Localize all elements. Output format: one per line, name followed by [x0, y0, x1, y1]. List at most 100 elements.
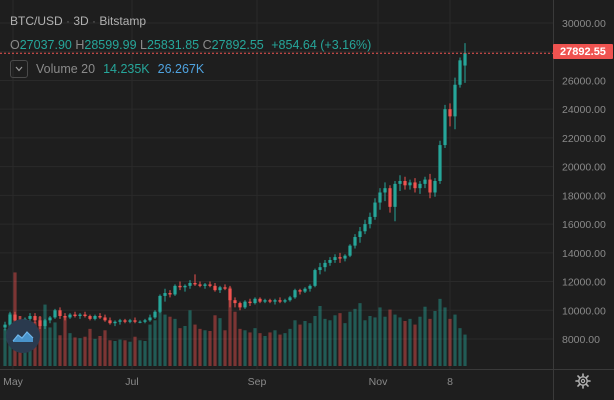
candle-body: [253, 298, 257, 304]
candle-body: [193, 282, 197, 285]
candle-body: [343, 255, 347, 259]
volume-bar: [258, 333, 262, 366]
volume-bar: [423, 306, 427, 366]
candle-body: [78, 314, 82, 317]
candle-body: [238, 303, 242, 308]
volume-bar: [298, 324, 302, 366]
candle-body: [93, 316, 97, 319]
y-tick-label: 16000.00: [562, 219, 606, 231]
candle-body: [158, 295, 162, 312]
candle-body: [418, 183, 422, 189]
ohlc-readout: O27037.90 H28599.99 L25831.85 C27892.55 …: [10, 38, 371, 52]
candle-body: [183, 285, 187, 288]
close-label: C: [202, 38, 212, 52]
candle-body: [88, 316, 92, 319]
volume-bar: [463, 334, 467, 366]
candle-body: [13, 314, 17, 321]
candle-body: [358, 231, 362, 238]
candle-body: [33, 316, 37, 321]
volume-bar: [128, 341, 132, 366]
candle-body: [148, 317, 152, 321]
candle-body: [268, 300, 272, 302]
candle-body: [458, 60, 462, 85]
candle-body: [393, 183, 397, 207]
volume-bar: [148, 324, 152, 366]
volume-bar: [178, 328, 182, 366]
volume-bar: [408, 318, 412, 366]
candle-body: [313, 270, 317, 286]
y-tick-label: 14000.00: [562, 248, 606, 260]
candle-body: [138, 321, 142, 323]
volume-bar: [223, 330, 227, 366]
y-tick-label: 26000.00: [562, 75, 606, 87]
volume-bar: [123, 340, 127, 366]
candle-body: [98, 316, 102, 318]
volume-bar: [203, 330, 207, 366]
volume-bar: [458, 328, 462, 366]
volume-bar: [138, 340, 142, 366]
volume-label[interactable]: Volume 20: [36, 62, 96, 76]
y-tick-label: 8000.00: [562, 334, 600, 346]
y-tick-label: 18000.00: [562, 190, 606, 202]
candle-body: [113, 321, 117, 324]
volume-bar: [318, 306, 322, 366]
candle-body: [443, 109, 447, 146]
candle-body: [388, 188, 392, 207]
candle-body: [438, 145, 442, 181]
volume-bar: [118, 339, 122, 366]
candle-body: [208, 284, 212, 286]
candle-body: [108, 320, 112, 324]
volume-bar: [343, 323, 347, 366]
volume-bar: [53, 322, 57, 366]
candle-body: [133, 320, 137, 322]
candles: [3, 43, 467, 331]
tradingview-logo-icon[interactable]: [6, 319, 40, 353]
candle-body: [363, 224, 367, 232]
gear-icon[interactable]: [572, 370, 594, 392]
volume-bar: [208, 331, 212, 366]
candle-body: [318, 267, 322, 271]
volume-bar: [348, 311, 352, 366]
volume-bar: [443, 307, 447, 366]
volume-bar: [338, 313, 342, 366]
x-tick-label: Nov: [369, 376, 388, 388]
volume-bar: [273, 330, 277, 366]
candle-body: [338, 257, 342, 259]
x-tick-label: Jul: [125, 376, 138, 388]
legend-separator: ·: [66, 14, 71, 28]
chevron-down-icon[interactable]: [10, 60, 28, 78]
candle-body: [428, 179, 432, 193]
volume-bar: [173, 318, 177, 366]
volume-bar: [43, 304, 47, 366]
candle-body: [293, 290, 297, 298]
symbol-name[interactable]: BTC/USD: [10, 14, 63, 28]
volume-bar: [158, 307, 162, 366]
volume-bar: [98, 336, 102, 366]
candle-body: [333, 257, 337, 260]
symbol-legend[interactable]: BTC/USD · 3D · Bitstamp: [10, 14, 146, 28]
candle-body: [38, 320, 42, 327]
volume-bar: [448, 318, 452, 366]
volume-bar: [428, 318, 432, 366]
volume-bar: [383, 316, 387, 366]
candle-body: [368, 216, 372, 225]
y-tick-label: 22000.00: [562, 133, 606, 145]
candle-body: [373, 202, 377, 217]
high-label: H: [75, 38, 85, 52]
candle-body: [423, 179, 427, 184]
candle-body: [398, 181, 402, 184]
volume-value: 14.235K: [103, 62, 150, 76]
open-label: O: [10, 38, 20, 52]
volume-bar: [233, 311, 237, 366]
candle-body: [448, 109, 452, 117]
volume-bar: [418, 316, 422, 366]
volume-bar: [263, 336, 267, 366]
candle-body: [198, 284, 202, 286]
open-value: 27037.90: [19, 38, 72, 52]
volume-bar: [68, 333, 72, 366]
volume-bar: [403, 321, 407, 366]
volume-bar: [293, 320, 297, 366]
candle-body: [3, 324, 7, 328]
